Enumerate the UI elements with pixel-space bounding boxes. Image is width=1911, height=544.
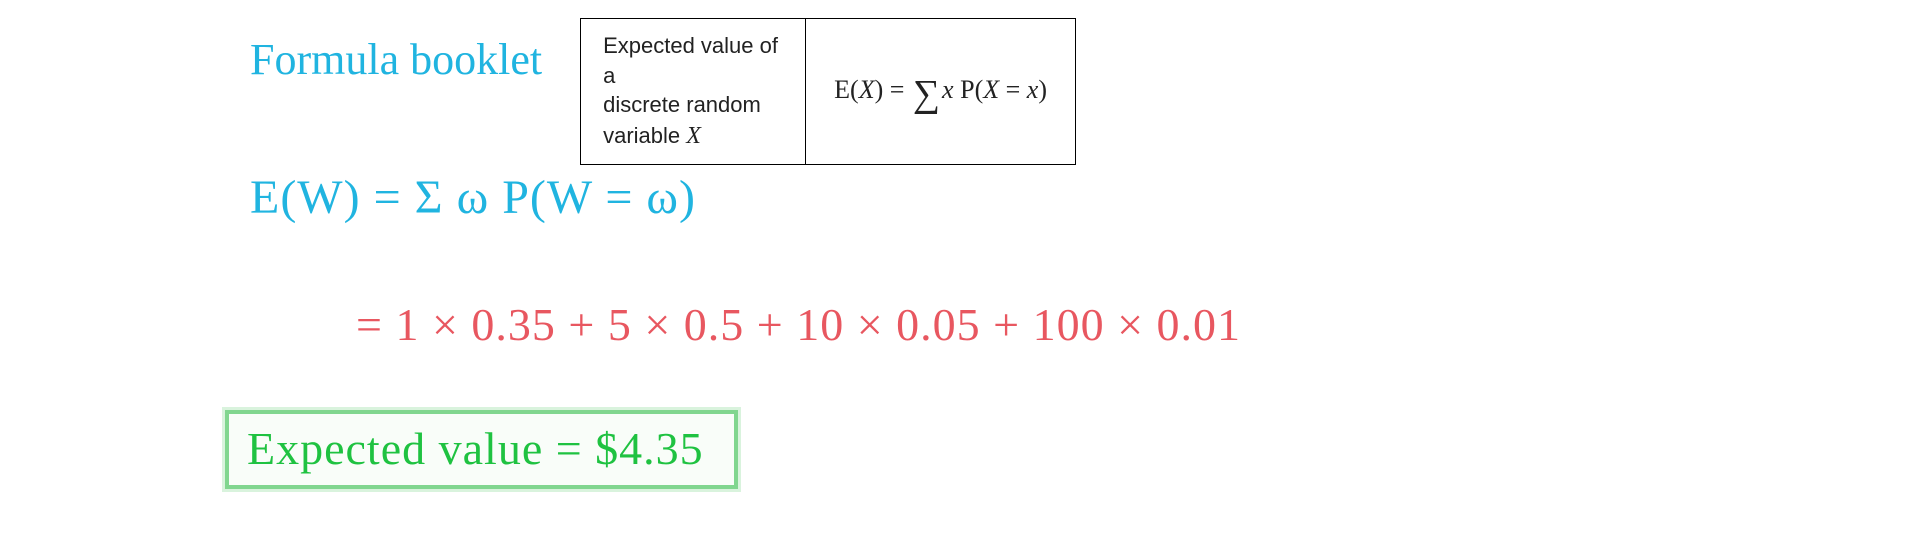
expected-value-result: Expected value = $4.35 xyxy=(247,422,704,475)
desc-var-x: X xyxy=(686,123,701,149)
sigma-icon: ∑ xyxy=(913,79,940,109)
result-highlight-box: Expected value = $4.35 xyxy=(225,410,738,489)
f-x2: x xyxy=(1027,75,1039,104)
desc-text-2: discrete random xyxy=(603,92,761,117)
f-close: ) xyxy=(875,75,884,104)
f-E: E xyxy=(834,75,850,104)
formula-booklet-title: Formula booklet xyxy=(250,18,542,85)
f-eq: = xyxy=(883,75,911,104)
f-popen: ( xyxy=(975,75,984,104)
f-x: x xyxy=(942,75,954,104)
f-X: X xyxy=(859,75,875,104)
formula-description-cell: Expected value of a discrete random vari… xyxy=(581,19,806,165)
f-X2: X xyxy=(983,75,999,104)
working-line-2: = 1 × 0.35 + 5 × 0.5 + 10 × 0.05 + 100 ×… xyxy=(356,298,1241,351)
formula-reference-table: Expected value of a discrete random vari… xyxy=(580,18,1076,165)
header-row: Formula booklet Expected value of a disc… xyxy=(250,18,1076,165)
desc-text-1: Expected value of a xyxy=(603,33,778,88)
f-eq2: = xyxy=(999,75,1027,104)
working-line-1: E(W) = Σ ω P(W = ω) xyxy=(250,170,696,225)
formula-expression-cell: E(X) = ∑x P(X = x) xyxy=(806,19,1076,165)
f-pclose: ) xyxy=(1038,75,1047,104)
desc-text-3a: variable xyxy=(603,123,686,148)
f-P: P xyxy=(954,75,975,104)
f-open: ( xyxy=(850,75,859,104)
